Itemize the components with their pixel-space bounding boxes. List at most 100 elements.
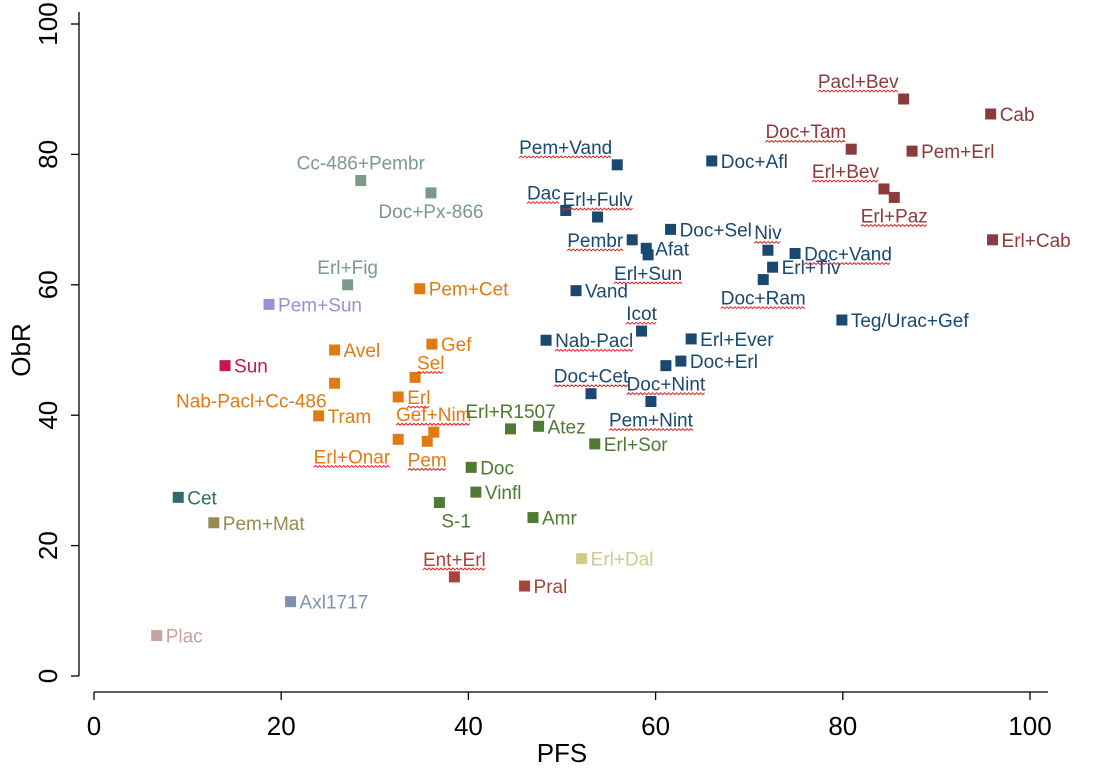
point-afat: Afat <box>640 239 690 260</box>
point-doc-erl: Doc+Erl <box>675 352 758 373</box>
point-marker <box>172 491 184 503</box>
point-erl-fig: Erl+Fig <box>317 258 378 291</box>
point-marker <box>533 420 545 432</box>
point-marker <box>560 204 572 216</box>
point-plac: Plac <box>151 627 203 648</box>
point-marker <box>355 174 367 186</box>
point-label: Doc+Ram <box>721 289 806 310</box>
point-pem-cet: Pem+Cet <box>414 280 509 301</box>
point-label: Niv <box>754 223 782 244</box>
point-nab-pacl: Nab-Pacl <box>540 331 634 352</box>
point-label: Doc+Cet <box>554 367 629 388</box>
y-tick-label: 80 <box>33 140 63 169</box>
point-marker <box>757 274 769 286</box>
point-label: Pem+Erl <box>921 142 994 163</box>
spellcheck-underline <box>765 139 846 143</box>
point-label: Pem <box>408 450 447 471</box>
point-cab: Cab <box>985 105 1035 126</box>
spellcheck-underline <box>753 240 781 244</box>
point-icot: Icot <box>625 304 658 337</box>
point-erl-tiv: Erl+Tiv <box>767 258 841 279</box>
spellcheck-underline <box>553 384 629 388</box>
points-layer: Pacl+Bev Cab Doc+Tam Pem+Erl Erl+Bev Erl+Paz E… <box>151 72 1071 648</box>
spellcheck-underline <box>566 248 624 252</box>
point-label: Doc+Nint <box>627 375 706 396</box>
point-nab-pacl-cc-486: Nab-Pacl+Cc-486 <box>176 377 341 412</box>
point-marker <box>675 355 687 367</box>
point-label: Erl+Fulv <box>562 190 633 211</box>
point-marker <box>392 391 404 403</box>
point-marker <box>906 145 918 157</box>
point-label: Afat <box>655 239 690 260</box>
point-erl-r1507: Erl+R1507 <box>465 402 556 435</box>
spellcheck-underline <box>720 306 806 310</box>
point-avel: Avel <box>329 341 380 362</box>
point-doc-vand: Doc+Vand <box>789 245 892 266</box>
point-tram: Tram <box>313 407 371 428</box>
spellcheck-underline <box>562 207 633 211</box>
point-marker <box>576 553 588 565</box>
point-doc-nint: Doc+Nint <box>626 360 706 396</box>
point-marker <box>888 191 900 203</box>
point-label: Axl1717 <box>300 593 369 614</box>
point-label: Sel <box>417 353 444 374</box>
point-erl-onar: Erl+Onar <box>313 433 404 468</box>
point-marker <box>208 517 220 529</box>
point-marker <box>987 234 999 246</box>
point-gef-nim: Gef+Nim <box>395 405 472 438</box>
point-label: Pem+Cet <box>429 280 509 301</box>
point-erl-sun: Erl+Sun <box>613 249 683 285</box>
point-erl-ever: Erl+Ever <box>685 330 774 351</box>
point-label: Erl+Bev <box>812 162 880 183</box>
point-doc-px-866: Doc+Px-866 <box>378 187 484 223</box>
point-erl-cab: Erl+Cab <box>987 231 1071 252</box>
point-marker <box>342 279 354 291</box>
point-marker <box>313 410 325 422</box>
point-pacl-bev: Pacl+Bev <box>817 72 910 105</box>
point-erl: Erl <box>392 388 430 409</box>
point-label: Nab-Pacl <box>555 331 633 352</box>
point-label: Plac <box>166 627 203 648</box>
point-marker <box>836 314 848 326</box>
point-label: Pem+Vand <box>519 138 612 159</box>
point-marker <box>665 223 677 235</box>
x-tick-label: 40 <box>454 711 483 741</box>
point-doc-afl: Doc+Afl <box>706 152 788 173</box>
point-gef: Gef <box>426 335 472 356</box>
point-label: Erl <box>407 388 430 409</box>
point-label: Vand <box>585 282 628 303</box>
point-label: Tram <box>328 407 372 428</box>
point-label: Doc <box>480 458 514 479</box>
axes: 0 20 40 60 80 100 0 20 40 60 80 100 <box>33 2 1052 741</box>
point-marker <box>527 512 539 524</box>
point-niv: Niv <box>753 223 782 256</box>
point-marker <box>845 143 857 155</box>
point-label: Doc+Vand <box>804 245 892 266</box>
spellcheck-underline <box>518 155 612 159</box>
y-tick-label: 0 <box>33 669 63 683</box>
point-dac: Dac <box>526 183 572 216</box>
point-pem-nint: Pem+Nint <box>608 396 694 432</box>
point-label: Erl+Sor <box>604 435 669 456</box>
y-tick-label: 40 <box>33 401 63 430</box>
point-label: Doc+Sel <box>680 220 752 241</box>
point-sel: Sel <box>409 353 445 383</box>
point-label: Amr <box>542 509 578 530</box>
point-sun: Sun <box>219 357 268 378</box>
spellcheck-underline <box>395 422 471 426</box>
point-label: Cc-486+Pembr <box>297 153 426 174</box>
point-label: Doc+Erl <box>690 352 758 373</box>
spellcheck-underline <box>817 89 899 93</box>
point-marker <box>626 234 638 246</box>
x-tick-label: 20 <box>267 711 296 741</box>
point-doc: Doc <box>465 458 514 479</box>
point-marker <box>519 580 531 592</box>
point-marker <box>570 285 582 297</box>
point-pem-vand: Pem+Vand <box>518 138 623 171</box>
point-marker <box>219 360 231 372</box>
y-tick-label: 20 <box>33 531 63 560</box>
point-marker <box>762 244 774 256</box>
point-marker <box>642 249 654 261</box>
spellcheck-underline <box>526 200 560 205</box>
